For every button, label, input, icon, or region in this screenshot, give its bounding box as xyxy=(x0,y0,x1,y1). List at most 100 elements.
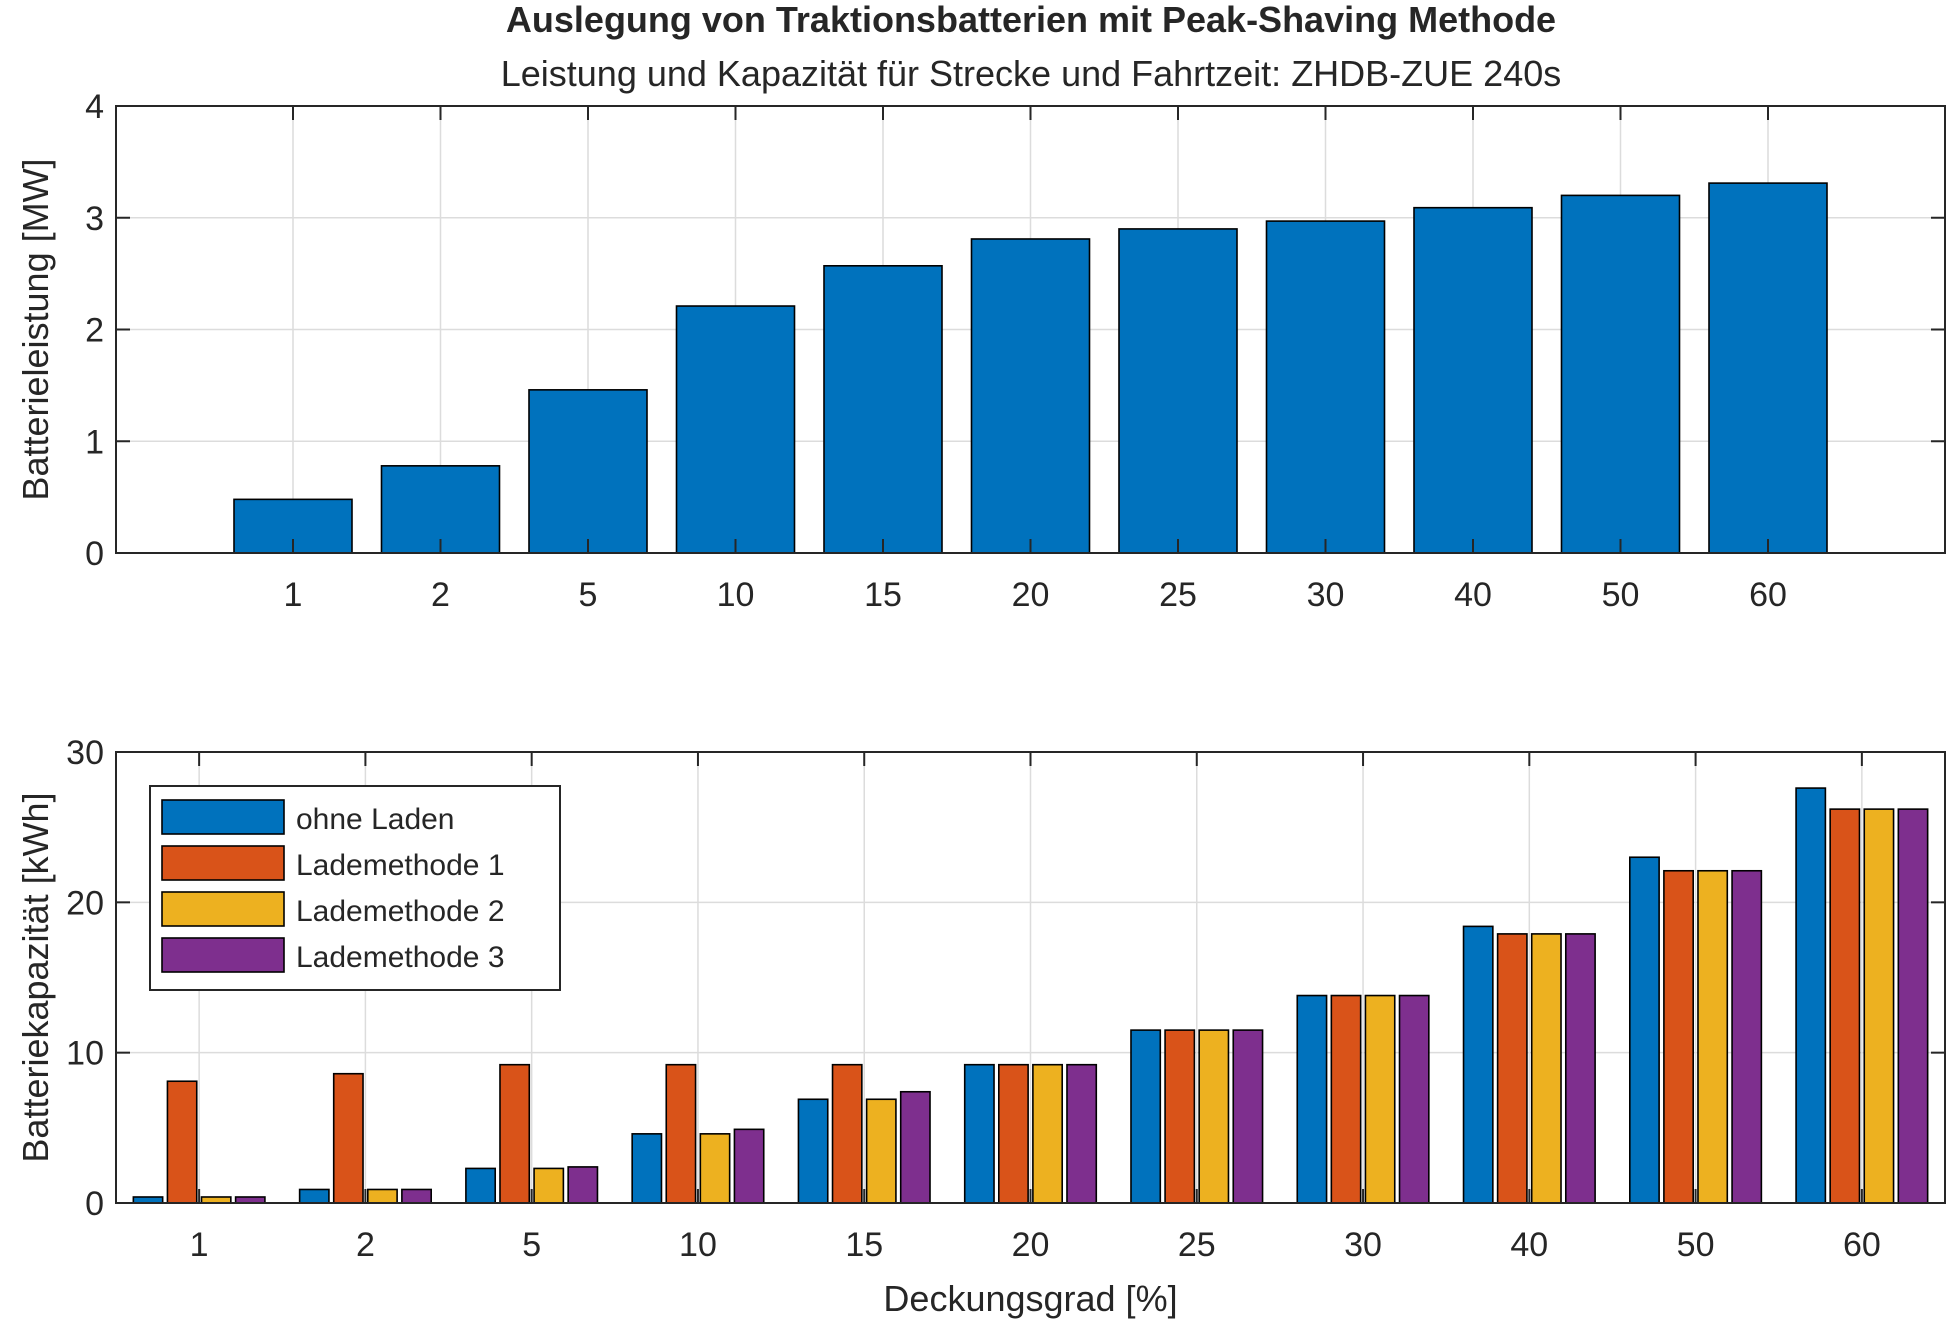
bar-lademethode-1-60 xyxy=(1829,808,1861,1204)
legend-swatch-lademethode-3 xyxy=(161,937,285,973)
x-tick-label: 60 xyxy=(1843,1226,1881,1264)
x-tick-label: 50 xyxy=(1602,576,1640,614)
bar-series0-40 xyxy=(1413,206,1533,554)
x-tick-label: 25 xyxy=(1178,1226,1216,1264)
bar-ohne-laden-10 xyxy=(631,1133,663,1204)
bar-lademethode-3-60 xyxy=(1897,808,1929,1204)
bar-ohne-laden-5 xyxy=(465,1167,497,1204)
x-tick-label: 5 xyxy=(579,576,598,614)
bar-series0-2 xyxy=(380,465,501,554)
x-tick-labels: 1 2 5 10 15 20 25 30 40 50 60 xyxy=(284,576,1787,614)
x-tick-label: 10 xyxy=(717,576,755,614)
bar-lademethode-3-30 xyxy=(1398,994,1430,1204)
figure-subtitle: Leistung und Kapazität für Strecke und F… xyxy=(501,53,1562,94)
bar-lademethode-2-40 xyxy=(1530,933,1562,1204)
ticks xyxy=(116,751,1945,1204)
y-axis-label: Batterieleistung [MW] xyxy=(15,158,56,500)
legend-label: Lademethode 3 xyxy=(296,941,505,974)
bar-lademethode-3-20 xyxy=(1066,1063,1098,1204)
x-tick-label: 40 xyxy=(1510,1226,1548,1264)
x-tick-label: 10 xyxy=(679,1226,717,1264)
y-tick-label: 30 xyxy=(66,734,104,772)
bar-lademethode-3-15 xyxy=(899,1090,931,1204)
legend-swatch-lademethode-1 xyxy=(161,845,285,881)
legend-swatch-lademethode-2 xyxy=(161,891,285,927)
bar-lademethode-1-40 xyxy=(1496,933,1528,1204)
bar-ohne-laden-25 xyxy=(1130,1029,1162,1204)
bar-series0-20 xyxy=(970,238,1091,554)
bar-ohne-laden-40 xyxy=(1462,925,1494,1204)
bar-lademethode-1-25 xyxy=(1164,1029,1196,1204)
x-axis-label: Deckungsgrad [%] xyxy=(883,1278,1177,1319)
y-tick-label: 1 xyxy=(85,423,104,461)
bar-lademethode-3-25 xyxy=(1232,1029,1264,1204)
bar-lademethode-3-5 xyxy=(567,1166,599,1204)
y-tick-labels: 0 10 20 30 xyxy=(66,734,104,1223)
legend-label: Lademethode 2 xyxy=(296,895,505,928)
bar-lademethode-2-5 xyxy=(533,1167,565,1204)
bar-series0-10 xyxy=(675,305,796,554)
x-tick-label: 40 xyxy=(1454,576,1492,614)
legend: ohne Laden Lademethode 1 Lademethode 2 Lade… xyxy=(149,785,561,991)
bar-lademethode-1-5 xyxy=(499,1063,531,1204)
x-tick-label: 1 xyxy=(284,576,303,614)
bar-lademethode-1-2 xyxy=(332,1072,364,1204)
bar-series0-5 xyxy=(528,389,648,554)
bar-lademethode-2-10 xyxy=(699,1133,731,1204)
x-tick-label: 15 xyxy=(864,576,902,614)
bar-lademethode-1-20 xyxy=(998,1063,1029,1204)
bar-ohne-laden-50 xyxy=(1629,856,1660,1204)
y-tick-label: 4 xyxy=(85,88,104,126)
bar-lademethode-3-40 xyxy=(1564,933,1596,1204)
x-tick-label: 5 xyxy=(522,1226,541,1264)
bar-ohne-laden-15 xyxy=(797,1098,829,1204)
bars xyxy=(233,182,1828,554)
bar-series0-60 xyxy=(1708,182,1828,554)
bar-lademethode-3-2 xyxy=(401,1188,432,1204)
y-tick-label: 20 xyxy=(66,884,104,922)
y-tick-label: 10 xyxy=(66,1035,104,1073)
y-axis-label: Batteriekapazität [kWh] xyxy=(15,792,56,1162)
x-tick-label: 30 xyxy=(1344,1226,1382,1264)
x-tick-label: 2 xyxy=(431,576,450,614)
bar-lademethode-1-30 xyxy=(1330,994,1362,1204)
bar-ohne-laden-20 xyxy=(963,1063,995,1204)
bar-lademethode-1-1 xyxy=(166,1080,198,1204)
x-tick-labels: 1 2 5 10 15 20 25 30 40 50 60 xyxy=(190,1226,1881,1264)
x-tick-label: 60 xyxy=(1749,576,1787,614)
bar-lademethode-3-50 xyxy=(1731,869,1763,1204)
y-tick-label: 0 xyxy=(85,1185,104,1223)
x-tick-label: 1 xyxy=(190,1226,209,1264)
y-tick-label: 0 xyxy=(85,535,104,573)
x-tick-label: 2 xyxy=(356,1226,375,1264)
bar-lademethode-1-15 xyxy=(831,1063,863,1204)
bar-lademethode-3-10 xyxy=(733,1128,765,1204)
bar-lademethode-2-60 xyxy=(1863,808,1895,1204)
bar-ohne-laden-60 xyxy=(1795,787,1827,1204)
ticks xyxy=(116,105,1945,554)
bar-lademethode-2-30 xyxy=(1364,994,1396,1204)
bar-lademethode-2-20 xyxy=(1032,1063,1063,1204)
bar-lademethode-1-50 xyxy=(1663,869,1695,1204)
bar-series0-15 xyxy=(823,265,943,554)
bar-series0-25 xyxy=(1118,228,1238,554)
bar-lademethode-2-50 xyxy=(1697,869,1729,1204)
x-tick-label: 50 xyxy=(1677,1226,1715,1264)
figure-title: Auslegung von Traktionsbatterien mit Pea… xyxy=(506,0,1556,40)
legend-label: ohne Laden xyxy=(296,803,455,836)
y-tick-labels: 0 1 2 3 4 xyxy=(85,88,104,573)
bar-series0-50 xyxy=(1560,194,1681,554)
x-tick-label: 15 xyxy=(845,1226,883,1264)
bar-ohne-laden-2 xyxy=(298,1188,330,1204)
x-tick-label: 25 xyxy=(1159,576,1197,614)
bar-lademethode-2-2 xyxy=(366,1188,398,1204)
y-tick-label: 2 xyxy=(85,312,104,350)
bar-lademethode-2-15 xyxy=(865,1098,897,1204)
bar-series0-30 xyxy=(1265,220,1386,554)
legend-swatch-ohne-laden xyxy=(161,799,285,835)
x-tick-label: 30 xyxy=(1307,576,1345,614)
